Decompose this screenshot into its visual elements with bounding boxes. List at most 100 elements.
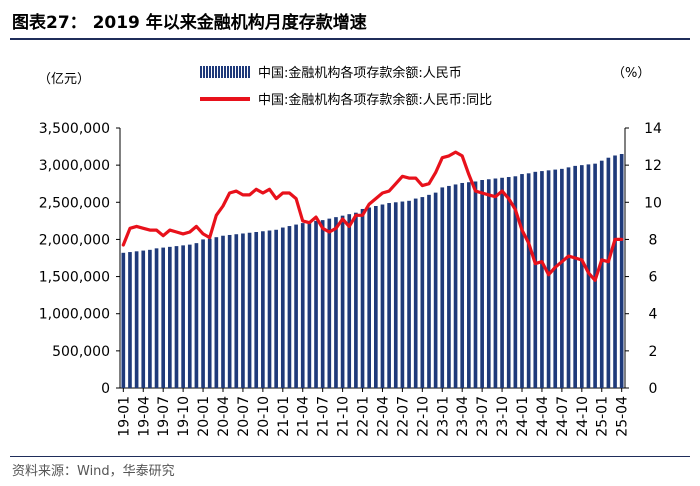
x-tick-label: 21-10 xyxy=(336,396,352,437)
bar-mark xyxy=(546,170,551,388)
source-divider xyxy=(10,456,690,457)
left-tick-label: 1,000,000 xyxy=(39,307,110,323)
left-tick-label: 500,000 xyxy=(52,344,110,360)
legend-bar-label: 中国:金融机构各项存款余额:人民币 xyxy=(258,66,462,81)
bar-mark xyxy=(473,181,478,388)
bar-mark xyxy=(201,239,205,388)
bar-mark xyxy=(154,248,159,388)
bar-mark xyxy=(267,230,272,388)
bar-mark xyxy=(234,234,239,388)
bar-mark xyxy=(447,185,451,388)
bar-mark xyxy=(520,174,524,388)
bar-mark xyxy=(380,204,385,388)
bar-mark xyxy=(320,220,325,388)
bar-mark xyxy=(613,155,617,388)
bar-mark xyxy=(513,176,518,388)
bar-mark xyxy=(400,201,405,388)
x-tick-label: 22-04 xyxy=(375,396,391,437)
legend-line-series: 中国:金融机构各项存款余额:人民币:同比 xyxy=(200,89,492,108)
bar-mark xyxy=(493,178,498,388)
source-note: 资料来源：Wind，华泰研究 xyxy=(12,464,175,479)
bar-mark xyxy=(214,237,219,388)
right-tick-label: 0 xyxy=(649,381,658,397)
bar-mark xyxy=(294,224,298,388)
x-tick-label: 24-04 xyxy=(535,396,551,437)
bar-mark xyxy=(433,192,438,388)
bar-mark xyxy=(586,164,591,388)
bar-mark xyxy=(427,194,431,388)
bar-mark xyxy=(334,217,338,388)
left-tick-label: 1,500,000 xyxy=(39,270,110,286)
x-tick-label: 25-04 xyxy=(615,396,631,437)
bar-mark xyxy=(560,168,564,388)
bar-mark xyxy=(533,171,538,388)
bar-mark xyxy=(619,154,624,388)
bar-mark xyxy=(261,231,265,388)
bar-mark xyxy=(247,232,252,388)
x-tick-label: 19-07 xyxy=(156,396,172,437)
right-tick-label: 10 xyxy=(644,195,662,211)
bar-mark xyxy=(420,197,425,388)
x-tick-label: 22-01 xyxy=(356,396,372,437)
x-tick-label: 23-01 xyxy=(435,396,451,437)
bar-mark xyxy=(128,252,132,388)
left-tick-label: 3,500,000 xyxy=(39,121,110,137)
x-tick-label: 20-07 xyxy=(236,396,252,437)
right-tick-label: 14 xyxy=(644,121,662,137)
right-axis-unit: （%） xyxy=(612,66,651,81)
bar-mark xyxy=(254,232,259,388)
x-tick-label: 24-10 xyxy=(575,396,591,437)
bar-mark xyxy=(500,177,504,388)
x-tick-label: 22-07 xyxy=(395,396,411,437)
right-tick-label: 2 xyxy=(649,344,658,360)
bar-mark xyxy=(307,221,312,388)
bar-mark xyxy=(194,243,199,388)
bar-mark xyxy=(480,180,484,388)
bar-mark xyxy=(599,160,604,388)
x-tick-label: 20-04 xyxy=(216,396,232,437)
x-tick-label: 21-01 xyxy=(276,396,292,437)
bar-mark xyxy=(221,235,225,388)
x-tick-label: 24-01 xyxy=(515,396,531,437)
legend-line-swatch xyxy=(200,96,250,101)
bar-mark xyxy=(354,212,358,388)
bar-mark xyxy=(413,198,418,388)
bar-mark xyxy=(327,218,332,388)
bar-mark xyxy=(373,206,378,388)
bar-mark xyxy=(453,184,458,388)
left-tick-label: 2,000,000 xyxy=(39,232,110,248)
bar-mark xyxy=(526,173,531,388)
bar-mark xyxy=(553,169,558,388)
x-tick-label: 21-04 xyxy=(296,396,312,437)
bar-mark xyxy=(241,233,245,388)
bar-mark xyxy=(367,207,372,388)
bar-mark xyxy=(387,203,391,388)
x-tick-label: 23-10 xyxy=(495,396,511,437)
legend-bar-series: 中国:金融机构各项存款余额:人民币 xyxy=(200,62,462,81)
bar-mark xyxy=(347,214,352,388)
bar-mark xyxy=(340,215,345,388)
bar-mark xyxy=(486,179,491,388)
bar-mark xyxy=(566,167,571,388)
bar-mark xyxy=(573,165,577,388)
x-tick-label: 20-10 xyxy=(256,396,272,437)
bar-mark xyxy=(148,249,152,388)
yoy-line xyxy=(121,150,624,282)
x-tick-label: 22-10 xyxy=(415,396,431,437)
bar-mark xyxy=(227,234,232,388)
x-tick-label: 20-01 xyxy=(196,396,212,437)
x-tick-label: 19-10 xyxy=(176,396,192,437)
bar-mark xyxy=(407,200,411,388)
bar-mark xyxy=(506,177,511,388)
bar-mark xyxy=(168,246,172,388)
bar-mark xyxy=(579,165,584,388)
x-tick-label: 23-07 xyxy=(475,396,491,437)
legend-bar-swatch xyxy=(200,65,250,78)
left-tick-label: 3,000,000 xyxy=(39,158,110,174)
x-tick-label: 21-07 xyxy=(316,396,332,437)
left-axis-unit: （亿元） xyxy=(38,72,91,87)
x-tick-label: 23-04 xyxy=(455,396,471,437)
bar-mark xyxy=(207,238,212,388)
bar-mark xyxy=(540,171,544,388)
